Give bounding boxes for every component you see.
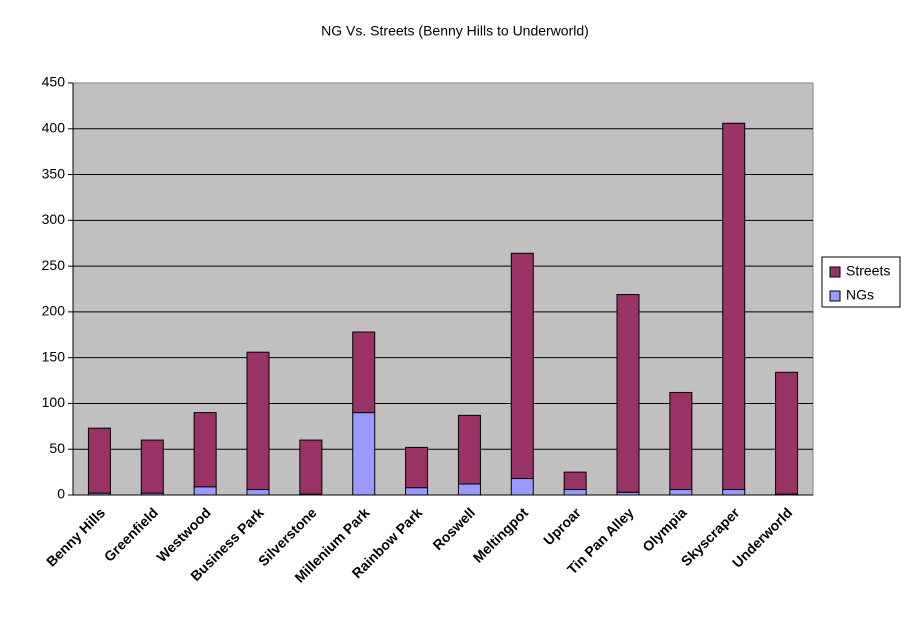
bar-segment (193, 486, 217, 496)
bar-segment (510, 478, 534, 496)
y-tick-label: 250 (42, 257, 66, 273)
y-tick-label: 200 (42, 303, 66, 319)
bar-segment (140, 439, 164, 494)
bar-segment (722, 122, 746, 491)
bar-segment (405, 446, 429, 489)
legend-swatch (829, 290, 841, 302)
bar-segment (352, 412, 376, 496)
legend-label: Streets (846, 263, 890, 279)
plot-area (72, 82, 814, 496)
y-tick-label: 50 (49, 440, 65, 456)
bar-segment (563, 489, 587, 496)
y-tick-label: 150 (42, 348, 66, 364)
x-tick-label: Benny Hills (43, 504, 108, 569)
bar-segment (246, 489, 270, 496)
y-tick-label: 350 (42, 165, 66, 181)
bar-segment (457, 483, 481, 496)
bar-segment (669, 391, 693, 491)
y-tick-label: 300 (42, 211, 66, 227)
bar-segment (616, 293, 640, 493)
y-tick-label: 400 (42, 119, 66, 135)
x-tick-label: Roswell (429, 504, 478, 553)
bar-segment (457, 414, 481, 485)
x-tick-label: Meltingpot (470, 504, 532, 566)
bar-segment (352, 331, 376, 414)
bar-segment (669, 489, 693, 496)
legend: Streets NGs (821, 256, 901, 308)
bar-segment (246, 351, 270, 491)
x-tick-label: Uproar (540, 504, 584, 548)
x-tick-label: Greenfield (101, 504, 161, 564)
bar-segment (193, 412, 217, 488)
bar-segment (775, 371, 799, 495)
bar-segment (563, 471, 587, 491)
bar-segment (299, 439, 323, 495)
y-tick-label: 450 (42, 74, 66, 90)
legend-label: NGs (846, 287, 874, 303)
bar-segment (87, 427, 111, 494)
x-tick-label: Olympia (639, 504, 690, 555)
bar-segment (722, 489, 746, 496)
y-tick-label: 0 (57, 486, 65, 502)
y-tick-label: 100 (42, 394, 66, 410)
bar-segment (405, 487, 429, 496)
chart-title: NG Vs. Streets (Benny Hills to Underworl… (321, 23, 589, 39)
legend-swatch (829, 266, 841, 278)
bar-segment (510, 252, 534, 480)
